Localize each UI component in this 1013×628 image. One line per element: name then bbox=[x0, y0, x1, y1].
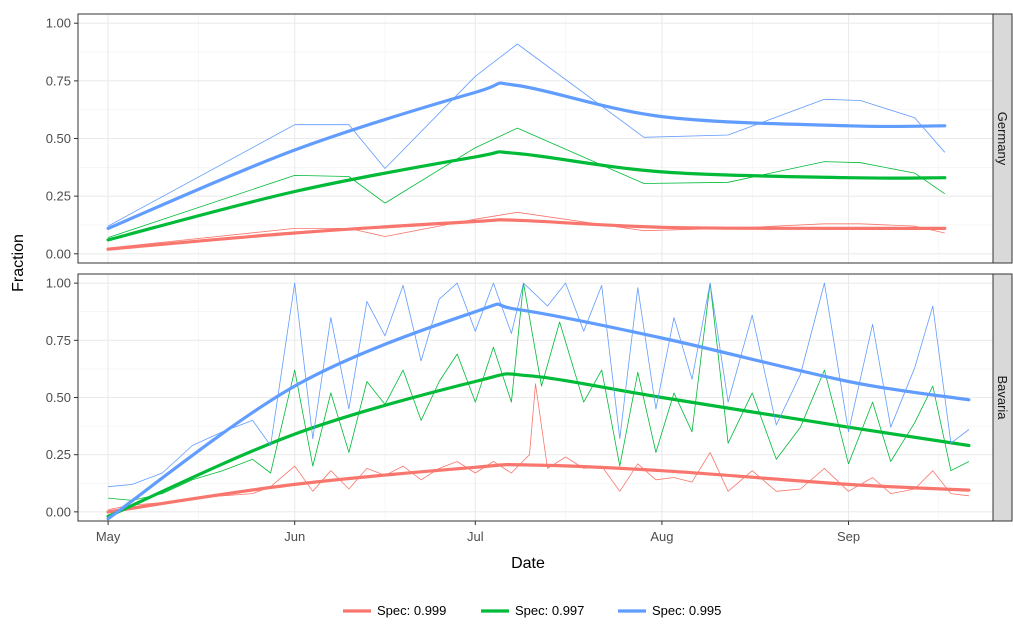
legend-label-spec-0-999: Spec: 0.999 bbox=[377, 603, 446, 618]
x-tick-label: Aug bbox=[650, 529, 673, 544]
x-tick-label: May bbox=[96, 529, 121, 544]
y-tick-label: 0.50 bbox=[46, 131, 71, 146]
legend-label-spec-0-995: Spec: 0.995 bbox=[652, 603, 721, 618]
facet-label-germany: Germany bbox=[995, 112, 1010, 166]
x-tick-label: Jul bbox=[467, 529, 484, 544]
y-tick-label: 0.50 bbox=[46, 390, 71, 405]
raw-line-bavaria-spec-0-997 bbox=[108, 282, 970, 501]
y-tick-label: 0.25 bbox=[46, 189, 71, 204]
y-tick-label: 0.75 bbox=[46, 333, 71, 348]
smooth-line-germany-spec-0-999 bbox=[106, 218, 947, 251]
smooth-line-bavaria-spec-0-997 bbox=[106, 372, 971, 518]
y-tick-label: 0.25 bbox=[46, 447, 71, 462]
smooth-line-bavaria-spec-0-995 bbox=[106, 302, 971, 521]
y-tick-label: 1.00 bbox=[46, 276, 71, 291]
raw-line-bavaria-spec-0-999 bbox=[108, 383, 969, 510]
smooth-line-germany-spec-0-997 bbox=[106, 150, 947, 242]
x-axis-title: Date bbox=[511, 555, 545, 572]
y-tick-label: 0.00 bbox=[46, 246, 71, 261]
facet-strip-germany bbox=[992, 13, 1013, 264]
facet-strip-bavaria bbox=[992, 273, 1013, 522]
legend-label-spec-0-997: Spec: 0.997 bbox=[515, 603, 584, 618]
y-tick-label: 0.75 bbox=[46, 73, 71, 88]
smooth-line-germany-spec-0-995 bbox=[106, 81, 947, 230]
x-tick-label: Jun bbox=[284, 529, 305, 544]
raw-line-bavaria-spec-0-995 bbox=[108, 282, 970, 488]
x-tick-label: Sep bbox=[837, 529, 860, 544]
y-tick-label: 1.00 bbox=[46, 16, 71, 31]
facet-label-bavaria: Bavaria bbox=[995, 375, 1010, 420]
raw-line-germany-spec-0-997 bbox=[107, 127, 946, 238]
y-tick-label: 0.00 bbox=[46, 504, 71, 519]
smooth-line-bavaria-spec-0-999 bbox=[106, 463, 971, 514]
raw-line-germany-spec-0-995 bbox=[107, 43, 946, 227]
y-axis-title: Fraction bbox=[10, 234, 27, 292]
